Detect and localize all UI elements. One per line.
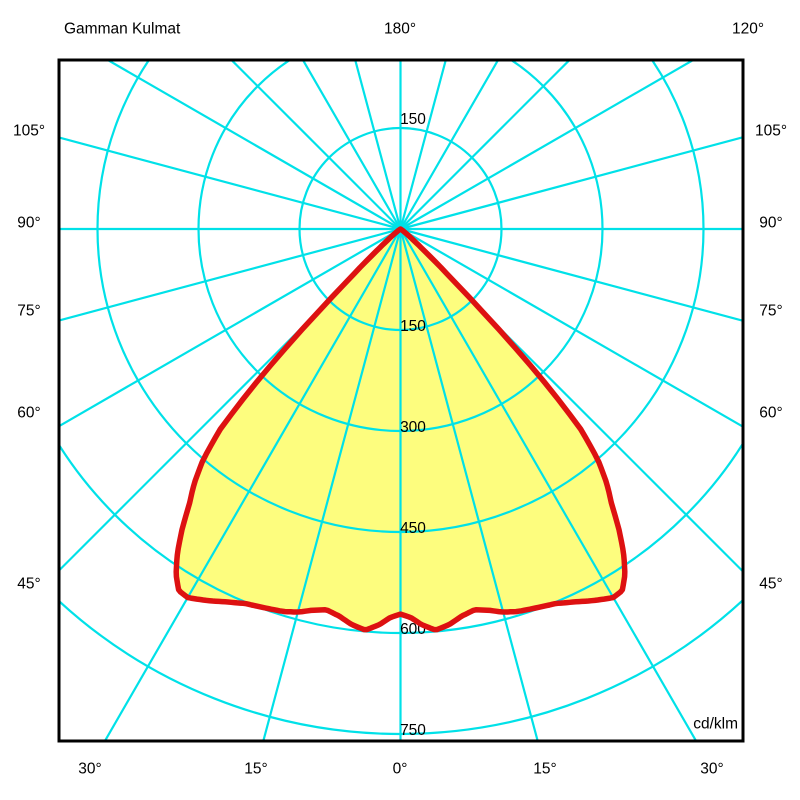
bottom-angle-label-30R: 30° bbox=[700, 760, 724, 778]
right-angle-label-45: 45° bbox=[759, 575, 783, 593]
grid-radial-75 bbox=[400, 227, 742, 322]
bottom-angle-label-15R: 15° bbox=[533, 760, 557, 778]
bottom-angle-label-0: 0° bbox=[392, 760, 408, 778]
left-angle-label-75: 75° bbox=[17, 302, 41, 320]
ring-label-450-below: 450 bbox=[400, 520, 426, 537]
left-angle-label-90: 90° bbox=[17, 214, 41, 232]
grid-radial-345 bbox=[262, 228, 402, 740]
bottom-angle-label-30L: 30° bbox=[78, 760, 102, 778]
grid-radial-105 bbox=[400, 136, 742, 231]
top-angle-label-120: 120° bbox=[731, 20, 765, 38]
unit-label: cd/klm bbox=[693, 715, 738, 733]
grid-radial-195 bbox=[354, 61, 402, 230]
right-angle-label-90: 90° bbox=[759, 214, 783, 232]
grid-radial-240 bbox=[107, 61, 402, 230]
right-angle-label-75: 75° bbox=[759, 302, 783, 320]
grid-radial-120 bbox=[399, 61, 694, 230]
grid-radial-255 bbox=[60, 136, 401, 231]
right-angle-label-105: 105° bbox=[754, 122, 788, 140]
bottom-angle-label-15L: 15° bbox=[244, 760, 268, 778]
chart-title: Gamman Kulmat bbox=[64, 20, 181, 38]
ring-label-150-above: 150 bbox=[400, 111, 426, 128]
grid-radial-210 bbox=[302, 61, 402, 230]
right-angle-label-60: 60° bbox=[759, 404, 783, 422]
grid-radial-30 bbox=[399, 228, 697, 740]
grid-radial-285 bbox=[60, 227, 401, 322]
left-angle-label-45: 45° bbox=[17, 575, 41, 593]
plot-border bbox=[57, 58, 745, 743]
grid-radial-15 bbox=[399, 228, 539, 740]
grid-radial-330 bbox=[104, 228, 402, 740]
grid-radial-300 bbox=[60, 228, 402, 427]
left-angle-label-60: 60° bbox=[17, 404, 41, 422]
left-angle-label-105: 105° bbox=[12, 122, 46, 140]
top-angle-label-180: 180° bbox=[383, 20, 417, 38]
intensity-curve bbox=[173, 226, 628, 633]
ring-label-300-below: 300 bbox=[400, 419, 426, 436]
grid-radial-60 bbox=[399, 228, 742, 428]
grid-radial-135 bbox=[399, 61, 571, 230]
grid-radial-165 bbox=[399, 61, 447, 230]
grid-radial-150 bbox=[399, 61, 499, 230]
ring-label-150-below: 150 bbox=[400, 318, 426, 335]
ring-label-750-below: 750 bbox=[400, 722, 426, 739]
grid-radial-225 bbox=[230, 61, 402, 230]
